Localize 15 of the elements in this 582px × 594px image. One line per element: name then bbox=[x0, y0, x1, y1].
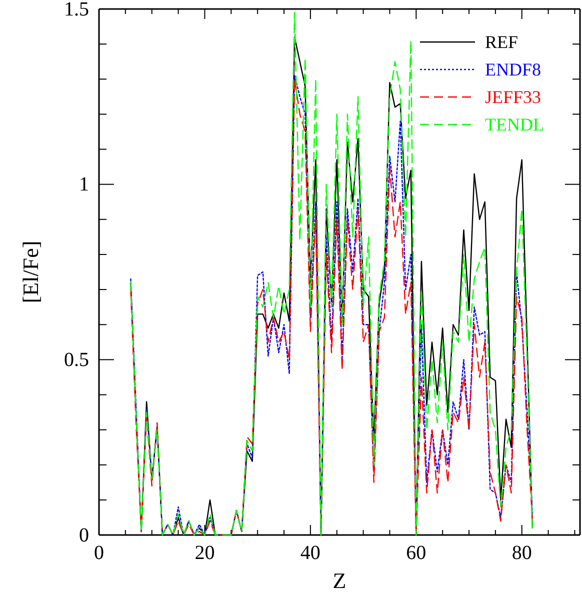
x-tick-label: 60 bbox=[406, 542, 426, 564]
x-axis-title: Z bbox=[332, 568, 346, 593]
x-tick-label: 0 bbox=[94, 542, 104, 564]
legend-label: REF bbox=[485, 32, 518, 52]
x-tick-label: 20 bbox=[194, 542, 215, 564]
x-tick-label: 80 bbox=[512, 542, 532, 564]
legend-label: JEFF33 bbox=[485, 87, 542, 107]
y-tick-label: 0.5 bbox=[64, 349, 89, 372]
y-tick-label: 0 bbox=[79, 524, 89, 546]
x-tick-label: 40 bbox=[300, 542, 320, 564]
y-axis-title: [El/Fe] bbox=[18, 240, 43, 304]
y-tick-label: 1 bbox=[79, 174, 89, 196]
y-tick-label: 1.5 bbox=[64, 0, 89, 20]
legend-label: ENDF8 bbox=[485, 60, 542, 80]
legend-label: TENDL bbox=[485, 114, 544, 134]
